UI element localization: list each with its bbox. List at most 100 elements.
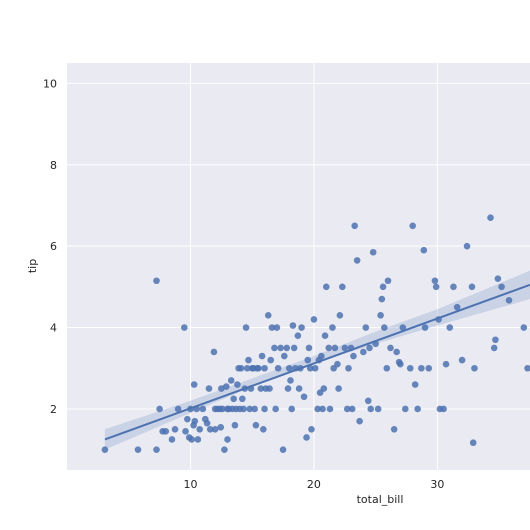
data-point	[306, 364, 314, 372]
y-tick-label: 8	[50, 159, 57, 172]
x-axis-label: total_bill	[357, 493, 404, 506]
data-point	[246, 405, 254, 413]
data-point	[261, 364, 268, 372]
data-point	[153, 446, 160, 453]
data-point	[450, 283, 457, 291]
data-point	[217, 423, 225, 431]
y-axis-label: tip	[26, 259, 39, 273]
data-point	[390, 426, 398, 433]
data-point	[425, 364, 433, 372]
data-point	[399, 324, 407, 331]
data-point	[243, 364, 251, 372]
data-point	[471, 364, 478, 372]
data-point	[356, 417, 363, 425]
data-point	[318, 352, 325, 360]
data-point	[260, 426, 267, 433]
y-tick-label: 10	[43, 77, 57, 90]
data-point	[230, 395, 237, 403]
data-point	[168, 436, 176, 443]
data-point	[383, 364, 391, 372]
data-point	[326, 405, 334, 413]
data-point	[257, 385, 265, 392]
data-point	[206, 426, 214, 433]
data-point	[524, 364, 530, 372]
data-point	[322, 283, 330, 291]
data-point	[421, 324, 429, 331]
data-point	[284, 385, 292, 392]
data-point	[353, 257, 361, 264]
data-point	[366, 344, 373, 352]
data-point	[272, 405, 279, 413]
y-tick-labels: 2 4 6 8 10	[43, 77, 57, 416]
data-point	[431, 277, 439, 285]
data-point	[397, 360, 404, 368]
data-point	[191, 417, 199, 425]
data-point	[267, 356, 275, 364]
data-point	[194, 436, 202, 443]
data-point	[320, 385, 328, 392]
data-point	[420, 246, 428, 254]
data-point	[487, 214, 494, 221]
data-point	[184, 415, 191, 423]
data-point	[498, 283, 505, 291]
data-point	[242, 324, 250, 331]
data-point	[314, 405, 321, 413]
data-point	[271, 344, 278, 352]
data-point	[335, 385, 342, 392]
y-tick-label: 2	[50, 403, 57, 416]
data-point	[190, 381, 198, 388]
data-point	[453, 303, 461, 311]
data-point	[303, 434, 310, 441]
data-point	[273, 324, 281, 331]
data-point	[196, 426, 204, 433]
data-point	[520, 324, 528, 331]
data-point	[261, 405, 268, 413]
data-point	[377, 312, 384, 319]
data-point	[311, 364, 319, 372]
data-point	[378, 295, 386, 303]
regression-line-group	[104, 283, 530, 441]
data-point	[305, 344, 313, 352]
data-point	[156, 405, 163, 413]
data-point	[203, 419, 211, 427]
data-point	[283, 344, 291, 352]
data-point	[409, 222, 417, 230]
data-point	[245, 356, 252, 364]
data-point	[285, 364, 293, 372]
data-point	[134, 446, 142, 453]
data-point	[240, 405, 247, 413]
data-point	[321, 332, 329, 339]
grid-lines	[67, 63, 530, 470]
data-point	[222, 383, 230, 390]
data-point	[351, 222, 358, 230]
data-point	[266, 385, 273, 392]
data-point	[268, 324, 276, 331]
data-point	[469, 439, 477, 447]
data-point	[494, 275, 502, 283]
data-point	[300, 393, 308, 401]
data-point	[364, 397, 372, 405]
data-point	[463, 242, 471, 250]
data-point	[401, 405, 409, 413]
data-point	[290, 344, 298, 352]
data-point	[180, 324, 188, 331]
plot-area	[67, 63, 530, 470]
x-tick-label: 30	[430, 478, 444, 491]
data-point	[384, 277, 392, 285]
data-point	[348, 405, 356, 413]
regression-line	[104, 283, 530, 441]
data-point	[325, 344, 333, 352]
data-point	[414, 405, 421, 413]
data-point	[336, 312, 344, 319]
data-point	[442, 360, 450, 368]
data-point	[287, 377, 294, 384]
x-tick-label: 10	[183, 478, 197, 491]
data-point	[182, 428, 189, 435]
y-tick-label: 6	[50, 240, 57, 253]
data-point	[281, 352, 288, 360]
x-tick-label: 20	[307, 478, 321, 491]
data-point	[432, 283, 440, 291]
data-point	[468, 283, 476, 291]
data-point	[341, 344, 349, 352]
